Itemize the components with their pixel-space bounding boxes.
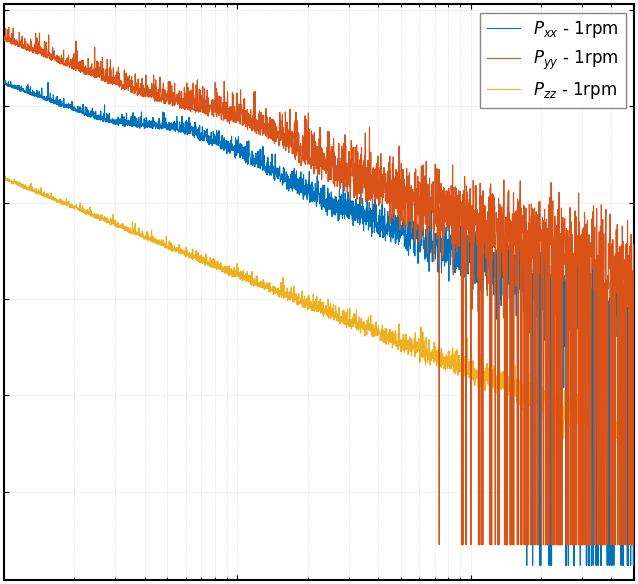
- $P_{zz}$ - 1rpm: [618, 447, 625, 454]
- $P_{zz}$ - 1rpm: [618, 461, 626, 468]
- $P_{zz}$ - 1rpm: [550, 395, 558, 402]
- $P_{zz}$ - 1rpm: [269, 287, 277, 294]
- $P_{xx}$ - 1rpm: [269, 169, 277, 176]
- $P_{xx}$ - 1rpm: [110, 116, 117, 123]
- $P_{xx}$ - 1rpm: [72, 107, 80, 114]
- $P_{zz}$ - 1rpm: [630, 415, 637, 422]
- Line: $P_{zz}$ - 1rpm: $P_{zz}$ - 1rpm: [4, 176, 634, 465]
- $P_{yy}$ - 1rpm: [618, 251, 626, 258]
- $P_{yy}$ - 1rpm: [110, 79, 117, 86]
- $P_{xx}$ - 1rpm: [630, 318, 637, 325]
- $P_{xx}$ - 1rpm: [523, 562, 531, 569]
- $P_{xx}$ - 1rpm: [618, 296, 626, 303]
- $P_{zz}$ - 1rpm: [2, 172, 10, 179]
- $P_{xx}$ - 1rpm: [1, 77, 9, 84]
- $P_{xx}$ - 1rpm: [242, 159, 249, 166]
- $P_{yy}$ - 1rpm: [1, 34, 8, 41]
- $P_{zz}$ - 1rpm: [1, 176, 8, 183]
- Line: $P_{xx}$ - 1rpm: $P_{xx}$ - 1rpm: [4, 80, 634, 565]
- $P_{yy}$ - 1rpm: [72, 65, 80, 72]
- Legend: $P_{xx}$ - 1rpm, $P_{yy}$ - 1rpm, $P_{zz}$ - 1rpm: $P_{xx}$ - 1rpm, $P_{yy}$ - 1rpm, $P_{zz…: [480, 12, 625, 107]
- $P_{yy}$ - 1rpm: [5, 24, 13, 31]
- $P_{yy}$ - 1rpm: [630, 541, 637, 548]
- $P_{yy}$ - 1rpm: [269, 121, 277, 128]
- Line: $P_{yy}$ - 1rpm: $P_{yy}$ - 1rpm: [4, 27, 634, 545]
- $P_{yy}$ - 1rpm: [435, 541, 443, 548]
- $P_{xx}$ - 1rpm: [550, 259, 558, 266]
- $P_{yy}$ - 1rpm: [242, 123, 249, 130]
- $P_{zz}$ - 1rpm: [72, 201, 80, 208]
- $P_{yy}$ - 1rpm: [550, 245, 558, 252]
- $P_{zz}$ - 1rpm: [242, 270, 249, 277]
- $P_{zz}$ - 1rpm: [110, 218, 117, 225]
- $P_{xx}$ - 1rpm: [1, 79, 8, 86]
